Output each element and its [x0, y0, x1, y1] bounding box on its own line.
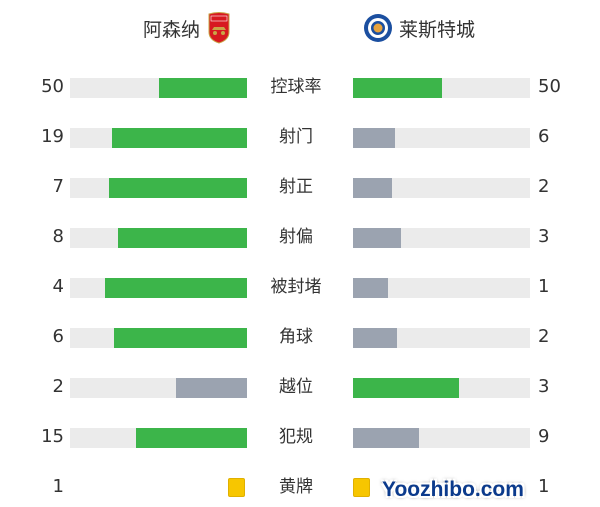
away-value: 2	[538, 176, 550, 197]
stat-row: 6 角球 2	[0, 322, 600, 352]
stat-label: 被封堵	[270, 277, 322, 297]
away-yellow-card-icon	[353, 478, 370, 497]
away-value: 3	[538, 226, 550, 247]
stat-row: 50 控球率 50	[0, 72, 600, 102]
home-bar-track	[70, 178, 247, 198]
arsenal-crest-icon	[208, 12, 230, 44]
away-bar-fill	[353, 428, 420, 448]
home-bar-track	[70, 328, 247, 348]
home-team: 阿森纳	[143, 12, 230, 44]
home-value: 7	[52, 176, 64, 197]
home-bar-fill	[136, 428, 247, 448]
away-value: 1	[538, 476, 550, 497]
away-bar-track	[353, 278, 530, 298]
stat-row-yellow-cards: 1 黄牌 1	[0, 472, 600, 502]
home-value: 19	[41, 126, 64, 147]
stat-label: 角球	[279, 327, 313, 347]
away-bar-fill	[353, 228, 402, 248]
away-value: 50	[538, 76, 561, 97]
away-bar-track	[353, 128, 530, 148]
stat-row: 15 犯规 9	[0, 422, 600, 452]
home-value: 15	[41, 426, 64, 447]
home-team-name: 阿森纳	[143, 18, 201, 41]
home-bar-track	[70, 228, 247, 248]
home-value: 6	[52, 326, 64, 347]
stat-label: 越位	[279, 377, 313, 397]
home-bar-track	[70, 428, 247, 448]
stat-row: 2 越位 3	[0, 372, 600, 402]
stat-row: 4 被封堵 1	[0, 272, 600, 302]
away-bar-track	[353, 378, 530, 398]
home-value: 2	[52, 376, 64, 397]
home-bar-fill	[118, 228, 247, 248]
stat-label: 犯规	[279, 427, 313, 447]
stat-label: 控球率	[270, 77, 322, 97]
away-bar-track	[353, 178, 530, 198]
away-bar-track	[353, 228, 530, 248]
home-bar-fill	[176, 378, 247, 398]
stat-row: 19 射门 6	[0, 122, 600, 152]
home-value: 1	[52, 476, 64, 497]
stat-row: 7 射正 2	[0, 172, 600, 202]
home-bar-track	[70, 378, 247, 398]
away-bar-fill	[353, 78, 442, 98]
stat-label: 射正	[279, 177, 313, 197]
away-value: 2	[538, 326, 550, 347]
home-bar-fill	[112, 128, 247, 148]
away-value: 6	[538, 126, 550, 147]
away-bar-fill	[353, 178, 393, 198]
home-bar-track	[70, 278, 247, 298]
home-value: 8	[52, 226, 64, 247]
stat-label: 射门	[279, 127, 313, 147]
away-value: 1	[538, 276, 550, 297]
leicester-city-crest-icon	[364, 14, 392, 42]
away-value: 9	[538, 426, 550, 447]
away-bar-fill	[353, 378, 460, 398]
home-yellow-card-icon	[228, 478, 245, 497]
stat-label: 射偏	[279, 227, 313, 247]
away-bar-track	[353, 328, 530, 348]
away-team: 莱斯特城	[363, 12, 475, 44]
home-value: 4	[52, 276, 64, 297]
home-bar-fill	[114, 328, 247, 348]
away-value: 3	[538, 376, 550, 397]
home-bar-fill	[109, 178, 247, 198]
home-bar-track	[70, 128, 247, 148]
away-bar-track	[353, 78, 530, 98]
away-bar-track	[353, 428, 530, 448]
home-bar-fill	[105, 278, 247, 298]
away-bar-fill	[353, 328, 398, 348]
home-value: 50	[41, 76, 64, 97]
away-bar-fill	[353, 128, 396, 148]
away-bar-fill	[353, 278, 389, 298]
watermark: Yoozhibo.com	[382, 478, 524, 501]
stat-row: 8 射偏 3	[0, 222, 600, 252]
stat-label: 黄牌	[279, 477, 313, 497]
home-bar-track	[70, 78, 247, 98]
home-bar-fill	[158, 78, 247, 98]
away-team-name: 莱斯特城	[399, 18, 476, 41]
